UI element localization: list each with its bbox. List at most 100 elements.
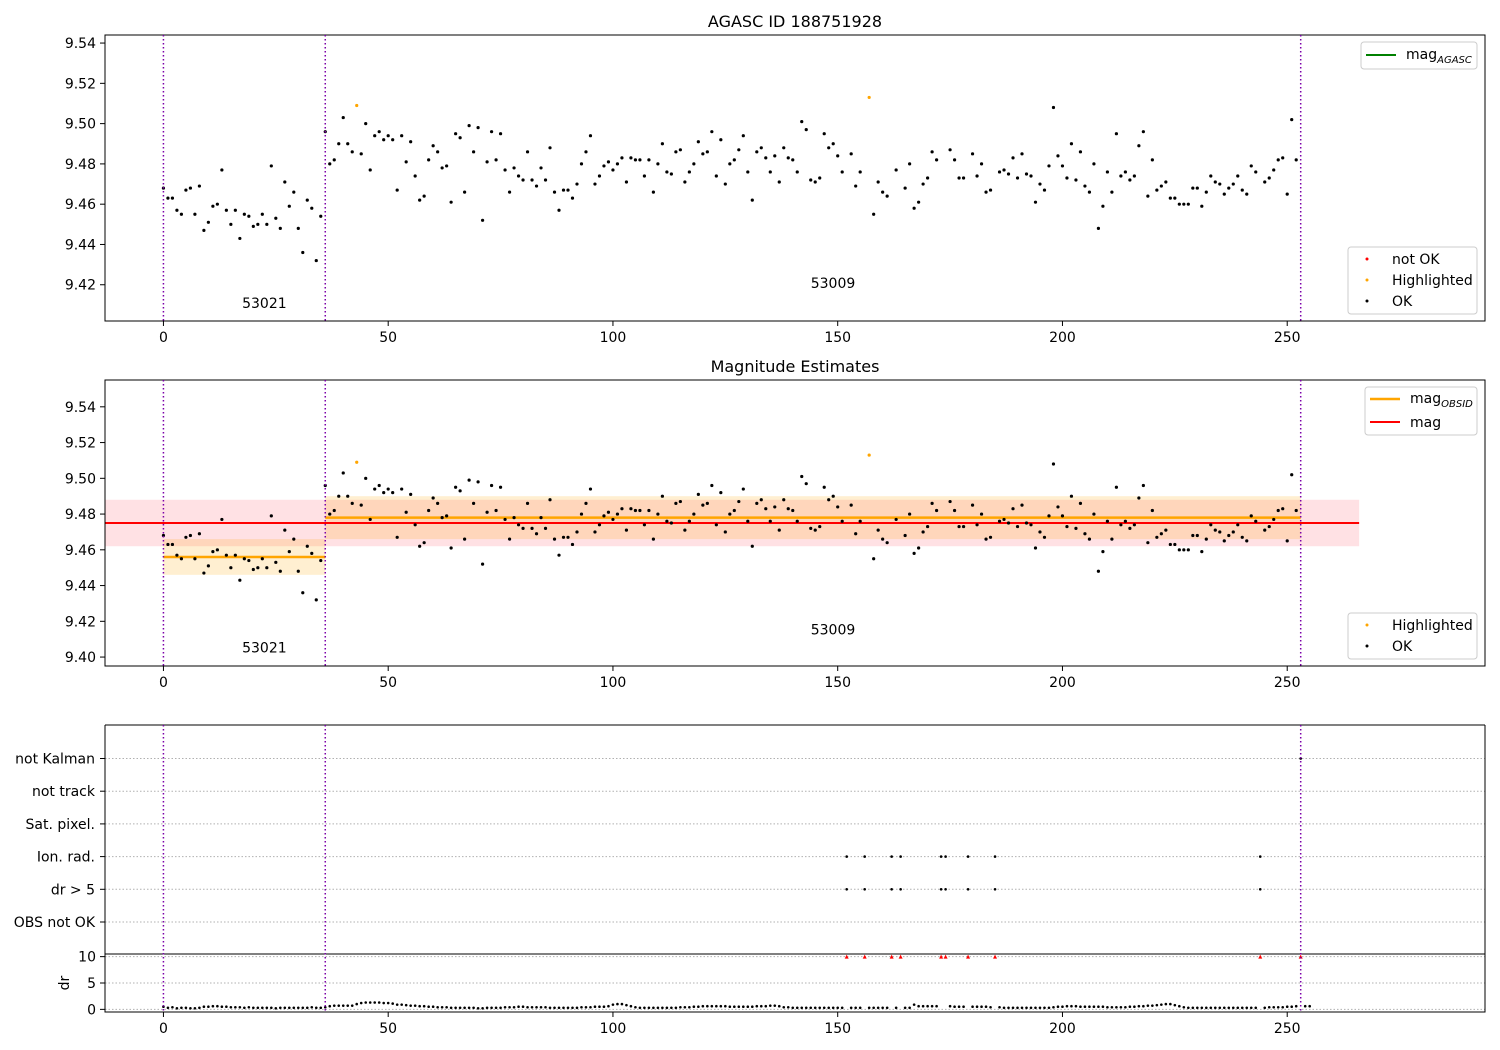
- dr-point: [175, 1007, 179, 1010]
- flag-point: [863, 888, 866, 891]
- data-point-ok: [269, 514, 273, 518]
- dr-point: [746, 1005, 750, 1009]
- data-point-ok: [633, 508, 638, 513]
- data-point-ok: [777, 528, 781, 532]
- data-point-ok: [759, 498, 763, 502]
- x-tick-label: 50: [379, 330, 397, 346]
- data-point-ok: [642, 174, 647, 178]
- data-point-ok: [1114, 485, 1119, 489]
- data-point-ok: [1173, 196, 1177, 200]
- data-point-ok: [1294, 158, 1298, 162]
- dr-point: [1155, 1003, 1159, 1007]
- legend-marker-highlighted: [1365, 623, 1369, 627]
- y-tick-label: 9.48: [65, 507, 96, 523]
- data-point-ok: [683, 528, 687, 532]
- dr-point: [364, 1001, 368, 1004]
- dr-point: [975, 1005, 979, 1009]
- data-point-ok: [557, 553, 561, 557]
- data-point-ok: [269, 164, 273, 168]
- data-point-ok: [1047, 514, 1051, 518]
- flag-point: [944, 888, 947, 891]
- data-point-ok: [1002, 517, 1006, 522]
- y-tick-label: 9.44: [65, 237, 96, 253]
- dr-point: [319, 1006, 323, 1010]
- data-point-ok: [768, 519, 772, 523]
- dr-point: [1142, 1004, 1145, 1008]
- data-point-ok: [669, 172, 673, 176]
- dr-point: [1106, 1005, 1109, 1009]
- data-point-ok: [701, 503, 705, 507]
- data-point-ok: [543, 178, 548, 182]
- data-point-ok: [1204, 190, 1208, 194]
- data-point-ok: [1276, 508, 1280, 513]
- data-point-ok: [1272, 517, 1276, 522]
- legend-box: [1360, 41, 1478, 70]
- dr-point: [580, 1005, 583, 1009]
- data-point-ok: [1249, 514, 1253, 518]
- dr-point: [616, 1002, 619, 1006]
- data-point-ok: [413, 174, 417, 178]
- data-point-ok: [854, 532, 858, 536]
- data-point-ok: [629, 507, 633, 511]
- data-point-ok: [229, 566, 233, 570]
- data-point-ok: [179, 557, 184, 561]
- data-point-ok: [1002, 168, 1006, 172]
- data-point-ok: [611, 168, 615, 172]
- data-point-ok: [575, 530, 579, 534]
- data-point-ok: [782, 146, 786, 150]
- data-point-ok: [1267, 176, 1271, 180]
- data-point-ok: [728, 512, 732, 516]
- data-point-ok: [188, 186, 193, 190]
- legend-marker-ok: [1365, 644, 1369, 648]
- data-point-ok: [1236, 523, 1240, 527]
- data-point-ok: [647, 508, 651, 513]
- dr-point: [490, 1006, 493, 1010]
- legend-label: Highlighted: [1392, 273, 1473, 289]
- dr-point: [1227, 1006, 1231, 1010]
- data-point-ok: [463, 537, 467, 541]
- flag-point: [899, 888, 902, 891]
- data-point-ok: [809, 178, 813, 182]
- data-point-ok: [912, 206, 916, 210]
- dr-clipped-marker: [1258, 954, 1263, 959]
- dr-point: [809, 1006, 813, 1010]
- data-point-ok: [988, 188, 993, 192]
- dr-point: [247, 1005, 251, 1009]
- data-point-ok: [1056, 154, 1060, 158]
- data-point-ok: [467, 124, 471, 128]
- flag-point: [939, 888, 943, 891]
- data-point-highlighted: [355, 103, 359, 108]
- data-point-ok: [1074, 178, 1078, 182]
- data-point-ok: [624, 528, 629, 532]
- data-point-ok: [1024, 172, 1029, 176]
- data-point-ok: [404, 160, 408, 164]
- x-tick-label: 250: [1274, 1021, 1301, 1037]
- data-point-ok: [800, 120, 804, 124]
- plot-frame: [104, 379, 1486, 667]
- data-point-ok: [265, 222, 269, 226]
- data-point-ok: [247, 214, 251, 218]
- data-point-ok: [597, 523, 602, 527]
- data-point-ok: [489, 130, 494, 134]
- data-point-ok: [525, 150, 530, 154]
- data-point-ok: [764, 156, 768, 160]
- data-point-ok: [1146, 541, 1150, 545]
- data-point-ok: [970, 152, 975, 156]
- data-point-ok: [561, 535, 566, 539]
- data-point-ok: [952, 508, 957, 513]
- dr-point: [831, 1006, 835, 1010]
- data-point-ok: [1069, 494, 1074, 498]
- data-point-ok: [1020, 503, 1024, 507]
- dr-point: [494, 1006, 498, 1010]
- data-point-ok: [674, 150, 678, 154]
- data-point-ok: [373, 134, 377, 138]
- data-point-ok: [539, 166, 543, 170]
- data-point-ok: [1231, 182, 1235, 186]
- dr-point: [1245, 1006, 1249, 1010]
- dr-point: [575, 1006, 579, 1010]
- dr-point: [885, 1006, 889, 1010]
- data-point-ok: [917, 546, 921, 550]
- dr-point: [620, 1002, 624, 1006]
- data-point-ok: [597, 174, 602, 178]
